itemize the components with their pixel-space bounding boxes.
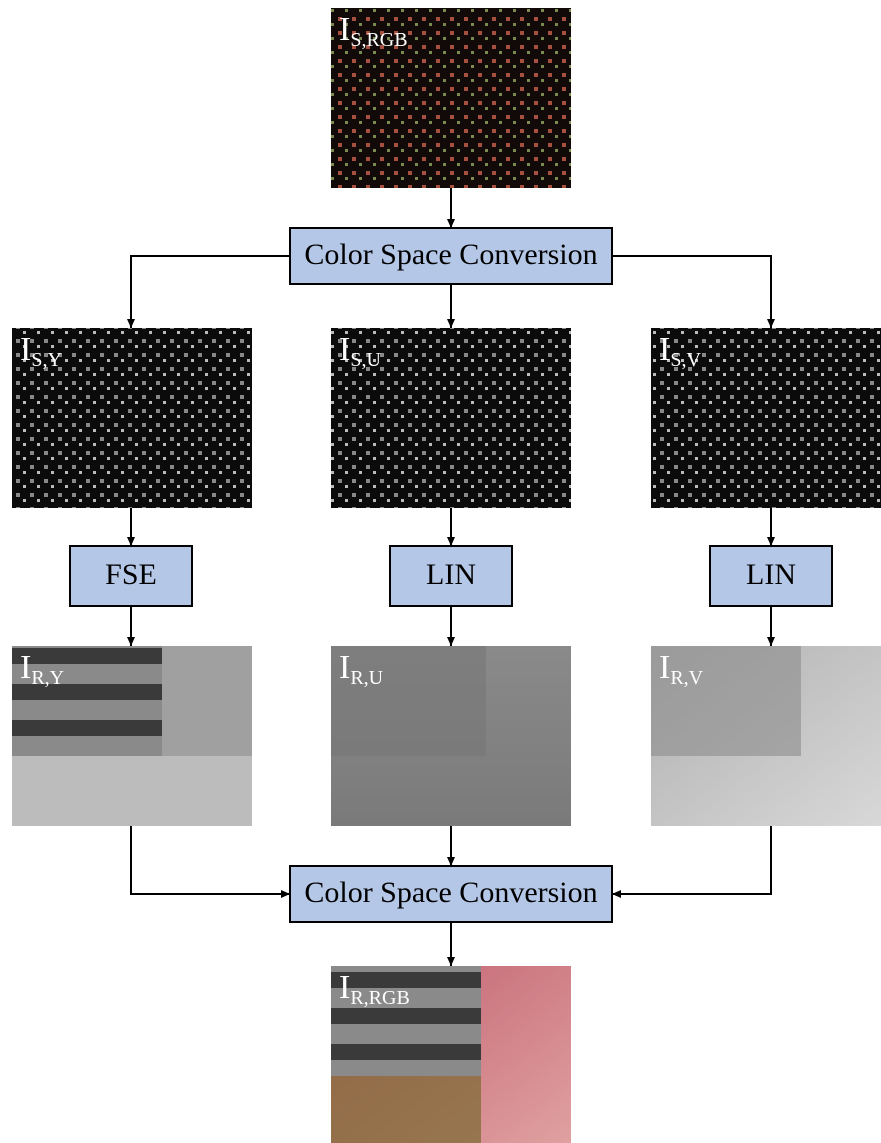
box-label: Color Space Conversion — [304, 876, 597, 909]
box: LIN — [390, 546, 512, 606]
box-label: LIN — [746, 558, 796, 591]
box: Color Space Conversion — [290, 866, 612, 922]
diagram: IS,RGB IS,Y IS,U IS,V IR,Y IR,U IR,V IR,… — [0, 0, 881, 1143]
box-label: Color Space Conversion — [304, 238, 597, 271]
box: FSE — [70, 546, 192, 606]
box: Color Space Conversion — [290, 228, 612, 284]
box-label: LIN — [426, 558, 476, 591]
box: LIN — [710, 546, 832, 606]
box-label: FSE — [105, 558, 157, 591]
